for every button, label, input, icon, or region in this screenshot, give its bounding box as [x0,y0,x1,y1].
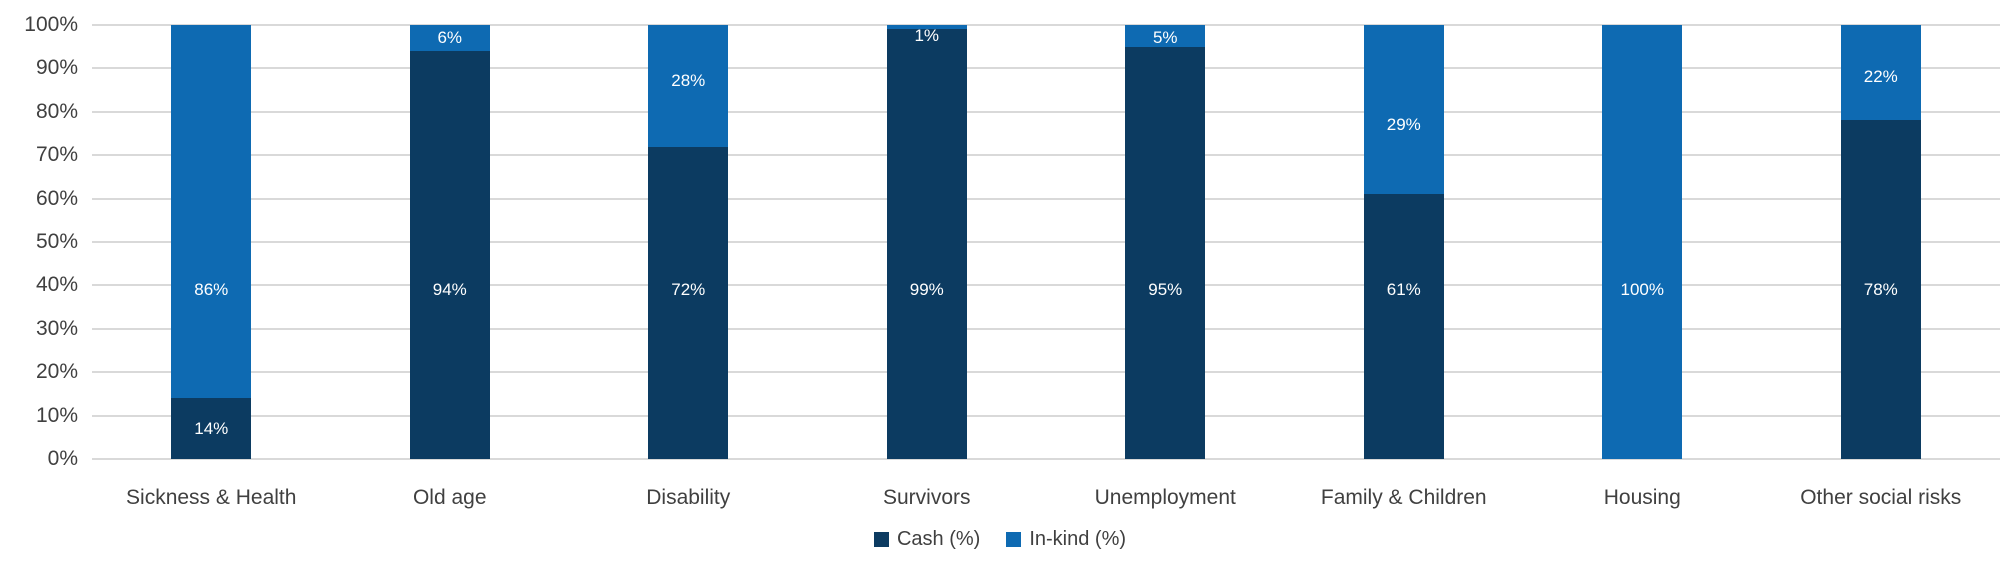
category-label: Unemployment [1094,486,1236,509]
legend-swatch-cash-icon [873,531,889,547]
bar-column: 86% 14% [92,25,331,459]
stacked-bar: 61% 29% [1363,25,1444,459]
legend-label-inkind: In-kind (%) [1029,528,1127,550]
bar-value-label: 1% [914,25,940,45]
gridline [92,197,2000,200]
bar-column: 94% 6% [331,25,570,459]
stacked-bar: 99% 1% [886,25,967,459]
legend-item-inkind: In-kind (%) [1006,527,1126,551]
bar-column: 78% 22% [1762,25,2000,459]
bar-value-label: 78% [1863,279,1898,299]
bar-segment-inkind [409,25,490,52]
y-axis-tick-label: 20% [35,360,78,384]
bar-segment-inkind [886,25,967,30]
legend-swatch-inkind-icon [1006,531,1022,547]
bar-segment-cash [1125,46,1206,459]
y-axis-tick-label: 10% [35,403,78,427]
bar-value-label: 29% [1386,114,1421,134]
bar-value-label: 5% [1152,28,1178,48]
category-label: Old age [412,486,487,509]
bar-segment-inkind [648,25,729,147]
bar-value-label: 100% [1620,279,1664,299]
bar-column: 99% 1% [808,25,1047,459]
category-label: Housing [1603,486,1681,509]
bar-value-label: 6% [437,28,463,48]
y-axis-tick-label: 30% [35,316,78,340]
bar-value-label: 28% [671,71,706,91]
y-axis-tick-label: 70% [35,143,78,167]
stacked-bar: 72% 28% [648,25,729,459]
gridline [92,284,2000,287]
bar-value-label: 99% [909,279,944,299]
bar-value-label: 72% [671,279,706,299]
bar-segment-inkind [1602,25,1683,459]
gridline [92,110,2000,113]
y-axis-tick-label: 0% [47,447,78,470]
bar-segment-cash [171,398,252,459]
bar-segment-inkind [171,25,252,399]
stacked-bar: 100% [1602,25,1683,459]
y-axis-tick-label: 60% [35,186,78,210]
bar-segment-cash [409,51,490,459]
y-axis-tick-label: 100% [24,13,78,36]
bar-segment-cash [1840,120,1921,459]
legend-item-cash: Cash (%) [873,527,981,551]
y-axis-tick-label: 50% [35,230,78,253]
legend: Cash (%) In-kind (%) [0,527,2000,551]
y-axis: 0% 10% 20% 30% 40% 50% 60% 70% 80% 90% 100% [0,13,78,470]
bar-segment-inkind [1363,25,1444,195]
bar-column: 95% 5% [1046,25,1285,459]
bar-value-label: 94% [432,279,467,299]
category-label: Other social risks [1800,486,1962,509]
gridline [92,327,2000,330]
gridline [92,154,2000,157]
y-axis-tick-label: 40% [35,273,78,297]
x-axis-labels: Sickness & Health Old age Disability Surviv… [92,484,2000,512]
category-label: Disability [646,486,731,509]
category-label: Family & Children [1320,486,1487,509]
bar-value-label: 95% [1148,279,1183,299]
bar-column: 72% 28% [569,25,808,459]
y-axis-tick-label: 90% [35,56,78,80]
stacked-bar: 95% 5% [1125,25,1206,459]
stacked-bar: 86% 14% [171,25,252,459]
gridline [92,24,2000,26]
bars-container: 86% 14% 94% 6% 72% 28% 99% 1% 95% 5% 61% 29% 100% 78%… [92,25,2000,459]
category-label: Sickness & Health [126,486,297,509]
bar-value-label: 22% [1863,67,1898,87]
bar-segment-inkind [1125,25,1206,47]
bar-segment-cash [648,146,729,459]
bar-column: 100% [1523,25,1762,459]
bar-column: 61% 29% [1285,25,1524,459]
gridline [92,67,2000,70]
plot-area: 86% 14% 94% 6% 72% 28% 99% 1% 95% 5% 61% 29% 100% 78%… [92,24,2000,460]
legend-label-cash: Cash (%) [896,528,981,550]
gridline [92,414,2000,417]
category-label: Survivors [882,486,971,509]
y-axis-tick-label: 80% [35,99,78,123]
bar-value-label: 14% [194,418,229,438]
gridline [92,241,2000,243]
bar-segment-cash [886,29,967,459]
bar-value-label: 86% [194,279,229,299]
stacked-bar: 94% 6% [409,25,490,459]
bar-value-label: 61% [1386,279,1421,299]
stacked-bar: 78% 22% [1840,25,1921,459]
bar-segment-inkind [1840,25,1921,121]
gridline [92,371,2000,374]
gridline [92,458,2000,460]
bar-segment-cash [1363,194,1444,459]
